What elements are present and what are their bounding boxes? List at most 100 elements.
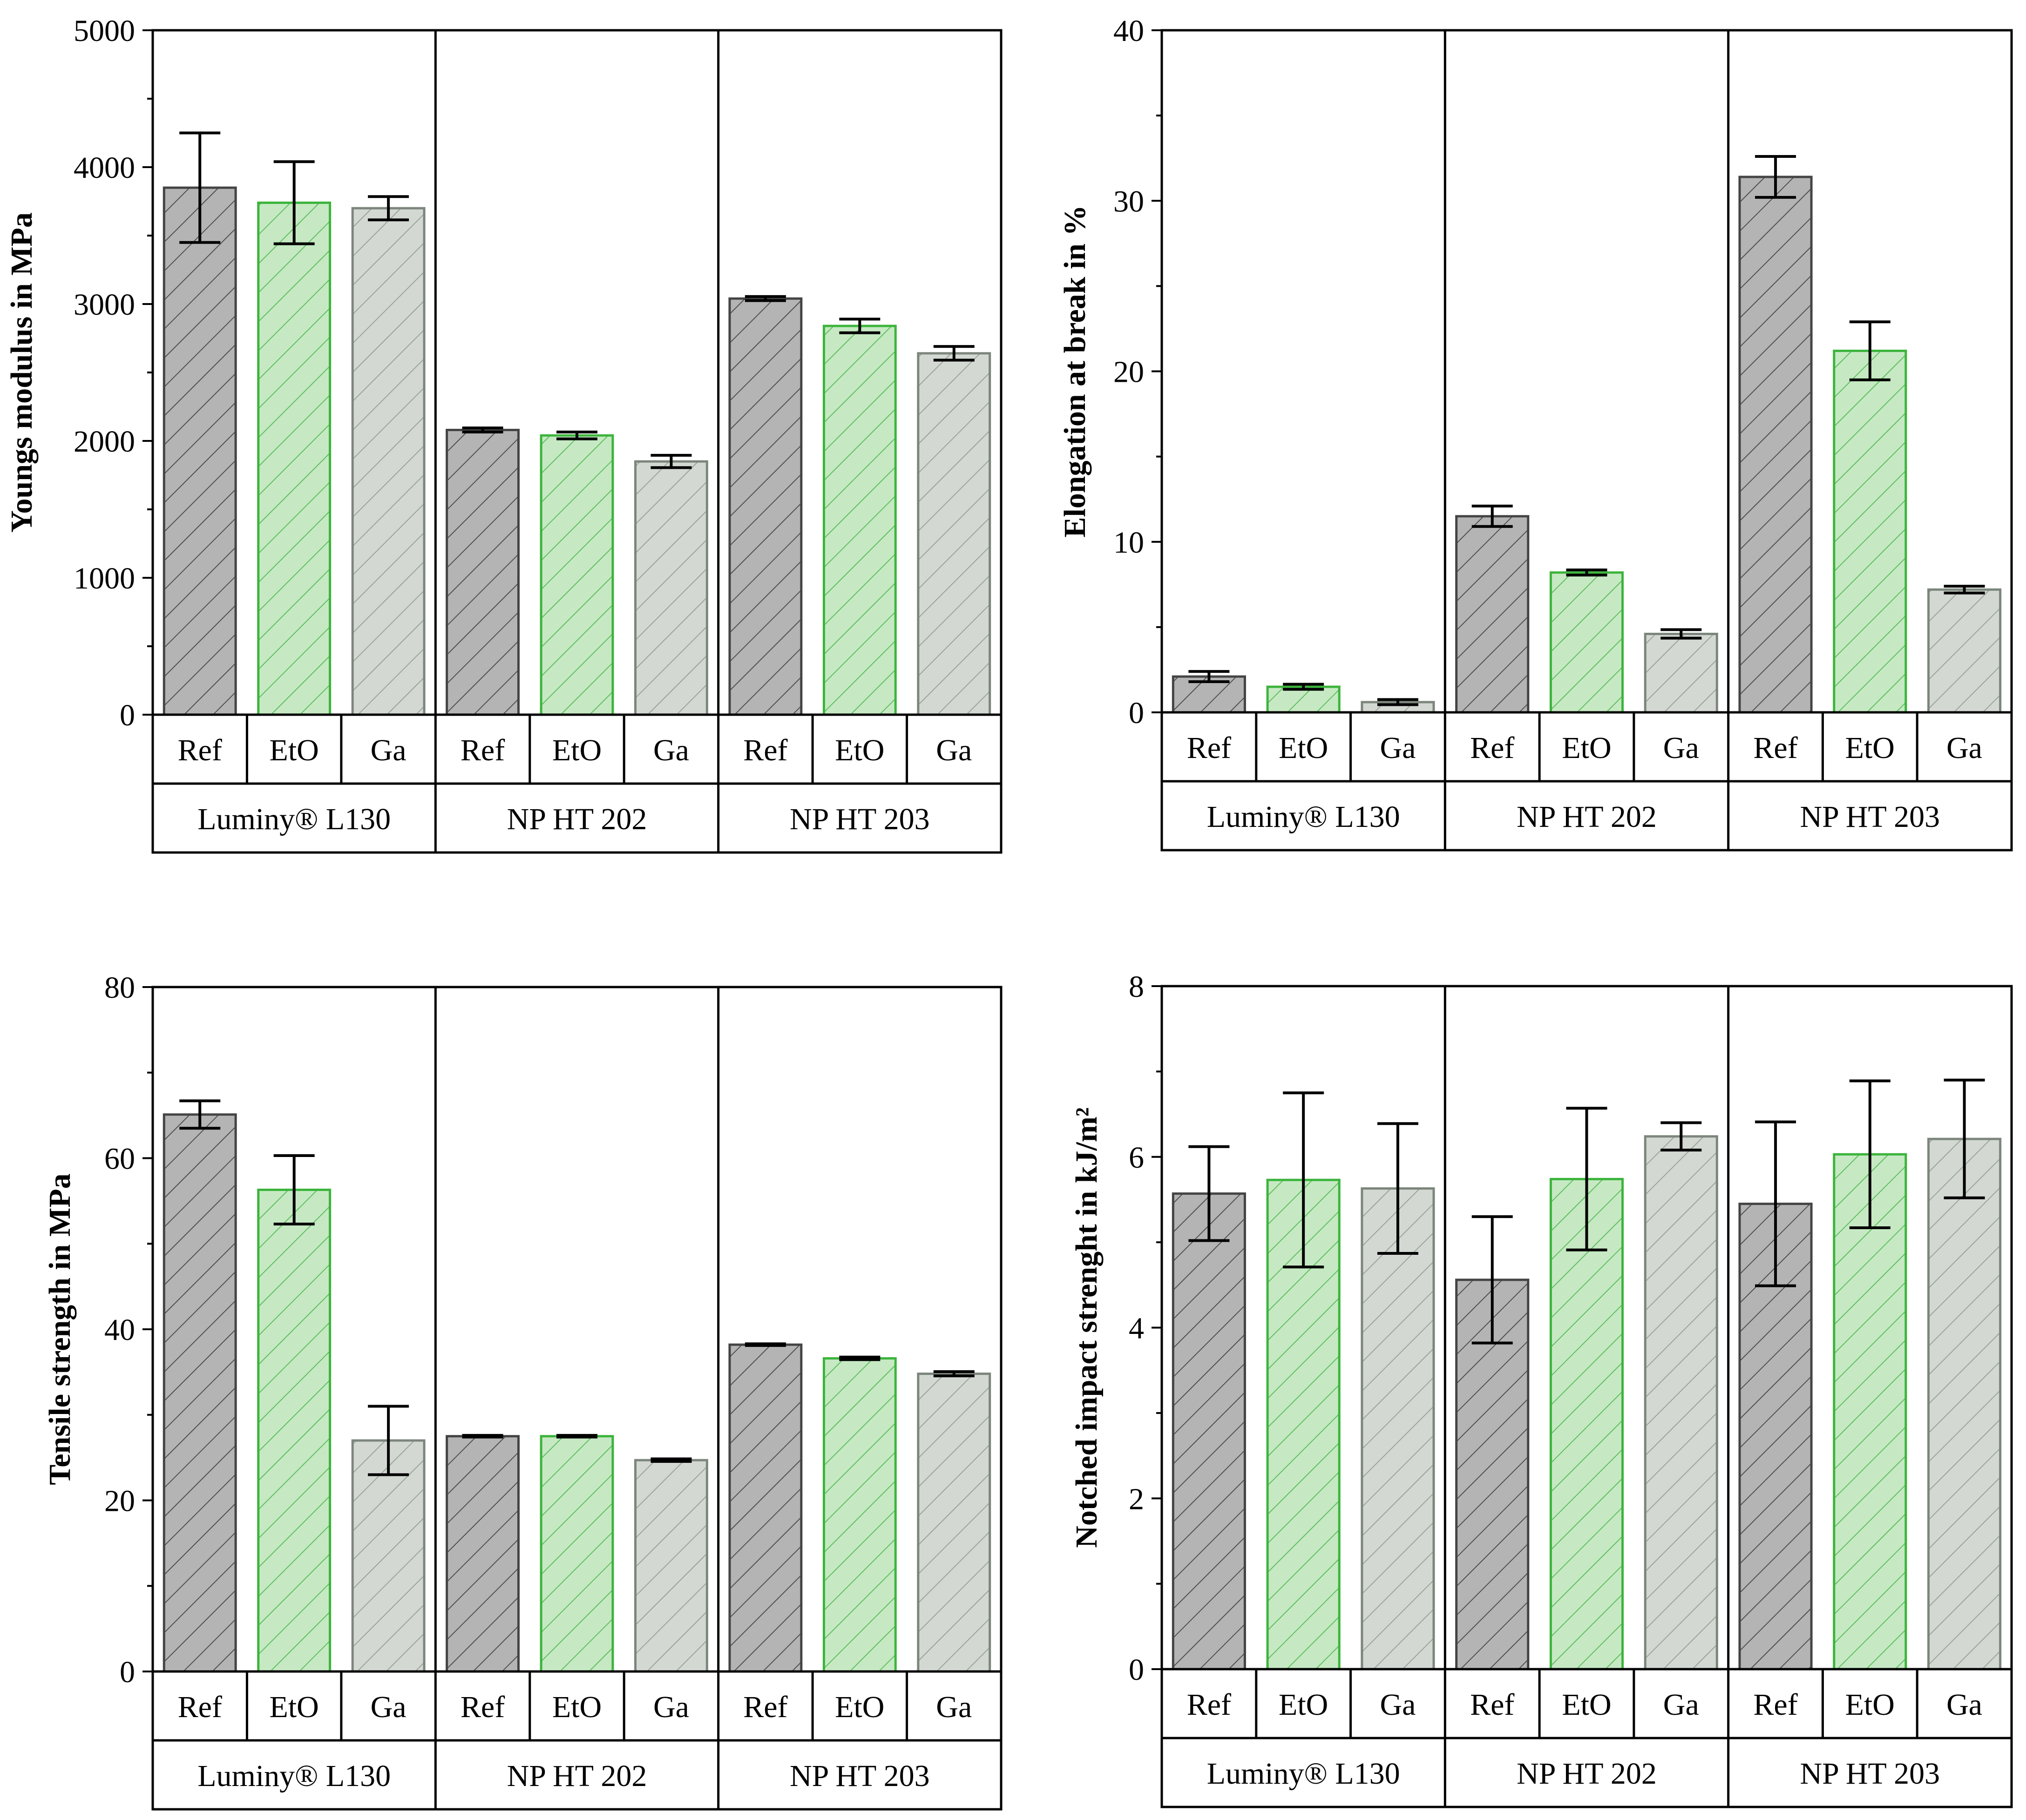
y-tick-label: 10 (1113, 526, 1144, 560)
bar-ga (1644, 633, 1718, 714)
bar-ga (634, 1459, 708, 1673)
error-bar (1188, 670, 1230, 683)
bar-eto (257, 1188, 332, 1673)
error-bar (1471, 504, 1513, 528)
category-label: Ga (653, 733, 689, 767)
error-bar (1660, 1121, 1702, 1152)
y-tick-label: 1000 (74, 562, 135, 595)
y-tick-label: 20 (1113, 355, 1144, 389)
error-bar (1944, 584, 1985, 595)
error-bar (273, 1154, 315, 1225)
error-bar (839, 318, 881, 334)
category-label: EtO (835, 1690, 884, 1724)
panel-2: 0 10 20 30 40 Elongation at break in % Ref EtO G… (1058, 14, 2013, 852)
bar-ref (446, 428, 520, 716)
error-bar (462, 1434, 503, 1439)
category-label: Ref (1187, 1688, 1231, 1722)
y-tick-label: 20 (104, 1484, 135, 1518)
group-label: NP HT 202 (1517, 800, 1657, 834)
panel-3: 0 20 40 60 80 Tensile strength in MPa Ref EtO Ga… (43, 971, 1003, 1811)
y-tick-label: 2000 (74, 425, 135, 459)
error-bar (1660, 628, 1702, 640)
category-label: Ga (371, 733, 407, 767)
bar-eto (1833, 350, 1907, 714)
error-bar (933, 1370, 975, 1378)
group-label: Luminy® L130 (197, 1759, 391, 1793)
category-label: EtO (835, 733, 884, 767)
bar-eto (540, 1435, 614, 1673)
category-label: Ref (178, 733, 222, 767)
error-bar (650, 1457, 692, 1463)
group-label: NP HT 202 (1517, 1757, 1657, 1791)
bar-eto (822, 325, 897, 716)
category-label: EtO (1279, 1688, 1328, 1722)
bar-eto (1549, 571, 1624, 714)
category-label: EtO (270, 733, 319, 767)
bar-ref (1455, 515, 1530, 714)
group-label: NP HT 203 (790, 1759, 930, 1793)
error-bar (1944, 1078, 1985, 1199)
error-bar (1377, 1122, 1418, 1255)
bar-ga (1927, 1137, 2002, 1671)
category-label: EtO (552, 1690, 602, 1724)
error-bar (556, 1434, 597, 1439)
category-label: Ga (1663, 731, 1699, 765)
y-tick-label: 3000 (74, 288, 135, 322)
y-tick-label: 5000 (74, 14, 135, 48)
bar-ref (1172, 1192, 1246, 1671)
error-bar (273, 160, 315, 245)
category-label: EtO (1562, 731, 1611, 765)
bar-ga (917, 352, 991, 716)
group-label: Luminy® L130 (1207, 800, 1400, 834)
category-label: Ga (1946, 1688, 1982, 1722)
error-bar (1755, 1120, 1796, 1287)
category-label: Ref (743, 733, 787, 767)
y-axis-label: Elongation at break in % (1058, 205, 1092, 538)
category-label: Ga (936, 1690, 972, 1724)
group-label: NP HT 203 (1800, 800, 1940, 834)
bar-ga (351, 207, 426, 716)
error-bar (1283, 683, 1324, 691)
bar-eto (540, 434, 614, 716)
category-label: Ga (371, 1690, 407, 1724)
category-label: EtO (1279, 731, 1328, 765)
category-label: EtO (552, 733, 602, 767)
bar-ref (728, 1343, 803, 1673)
category-label: EtO (1845, 1688, 1895, 1722)
category-label: Ga (1380, 1688, 1416, 1722)
bar-eto (1833, 1153, 1907, 1671)
category-label: EtO (270, 1690, 319, 1724)
error-bar (1471, 1215, 1513, 1345)
y-axis-label: Notched impact strenght in kJ/m² (1070, 1107, 1104, 1548)
group-label: NP HT 202 (507, 802, 647, 836)
bar-ga (917, 1373, 991, 1673)
error-bar (1283, 1091, 1324, 1269)
group-label: Luminy® L130 (1207, 1757, 1400, 1791)
bar-eto (257, 201, 332, 716)
y-tick-label: 40 (1113, 14, 1144, 48)
bar-ga (351, 1439, 426, 1673)
error-bar (1755, 155, 1796, 199)
category-label: Ga (1946, 731, 1982, 765)
y-tick-label: 8 (1129, 970, 1144, 1004)
group-label: Luminy® L130 (197, 802, 391, 836)
y-tick-label: 2 (1129, 1482, 1144, 1516)
bar-ref (728, 297, 803, 716)
category-label: Ref (178, 1690, 222, 1724)
y-tick-label: 0 (120, 698, 135, 732)
bar-ref (1738, 176, 1813, 714)
y-tick-label: 0 (120, 1655, 135, 1689)
bar-ga (1644, 1135, 1718, 1671)
category-label: Ga (1380, 731, 1416, 765)
y-tick-label: 4 (1129, 1312, 1144, 1346)
error-bar (179, 131, 221, 244)
error-bar (745, 1342, 786, 1347)
y-tick-label: 60 (104, 1142, 135, 1176)
bar-ref (163, 186, 237, 716)
error-bar (179, 1099, 221, 1130)
error-bar (1188, 1145, 1230, 1242)
category-label: EtO (1845, 731, 1895, 765)
category-label: Ref (1470, 1688, 1514, 1722)
error-bar (1849, 1079, 1890, 1229)
